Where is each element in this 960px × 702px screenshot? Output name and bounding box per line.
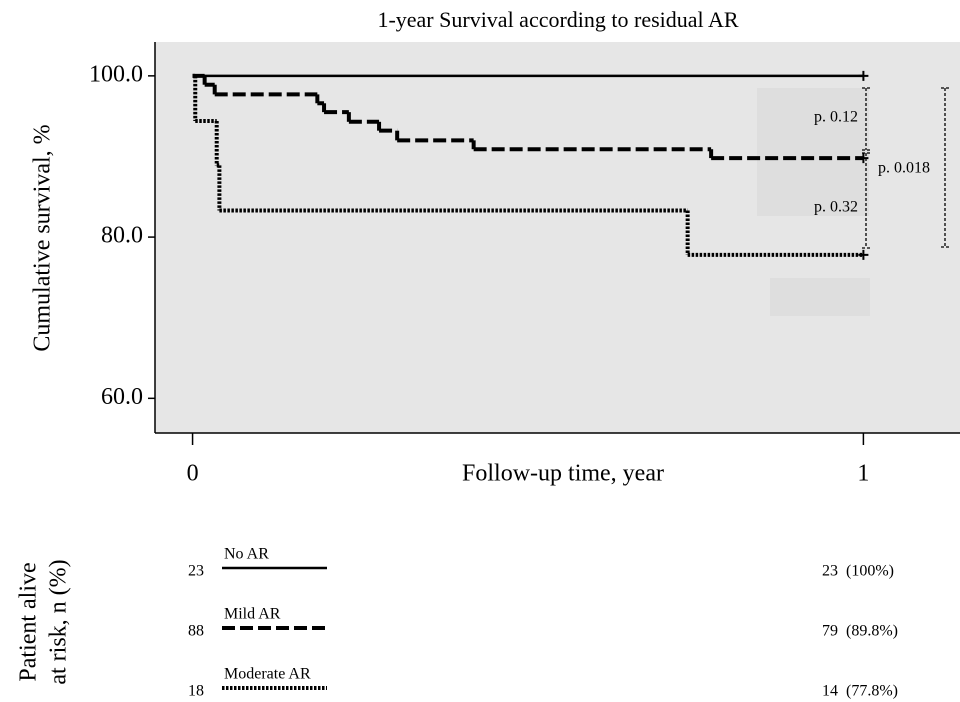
- survival-curve: [192, 73, 864, 257]
- x-tick-label: 1: [857, 461, 869, 487]
- y-axis-label: Cumulative survival, %: [30, 124, 56, 351]
- risk-end: 14 (77.8%): [822, 683, 898, 700]
- censor-mark: [858, 153, 869, 164]
- y-tick-label: 100.0: [89, 61, 143, 87]
- p-value-bracket: [941, 87, 949, 248]
- legend-label: No AR: [224, 546, 269, 563]
- p-value: p. 0.018: [878, 160, 930, 177]
- x-tick-label: 0: [187, 461, 199, 487]
- risk-end: 23 (100%): [822, 563, 894, 580]
- risk-table-title: at risk, n (%): [46, 559, 72, 684]
- p-value-shade: [757, 88, 869, 216]
- p-value-shade: [770, 278, 870, 316]
- p-value: p. 0.12: [814, 109, 858, 126]
- risk-end: 79 (89.8%): [822, 623, 898, 640]
- risk-table-title: Patient alive: [16, 562, 42, 681]
- x-axis-label: Follow-up time, year: [462, 461, 664, 487]
- legend-label: Moderate AR: [224, 666, 311, 683]
- risk-start: 18: [188, 683, 204, 700]
- risk-start: 88: [188, 623, 204, 640]
- survival-curve: [192, 73, 864, 161]
- chart-title: 1-year Survival according to residual AR: [377, 7, 738, 32]
- censor-mark: [858, 249, 869, 260]
- risk-start: 23: [188, 563, 204, 580]
- y-tick-label: 80.0: [101, 223, 143, 249]
- y-tick-label: 60.0: [101, 384, 143, 410]
- p-value-bracket: [862, 152, 870, 249]
- p-value-bracket: [862, 87, 870, 151]
- censor-mark: [858, 70, 869, 81]
- legend-label: Mild AR: [224, 606, 281, 623]
- p-value: p. 0.32: [814, 199, 858, 216]
